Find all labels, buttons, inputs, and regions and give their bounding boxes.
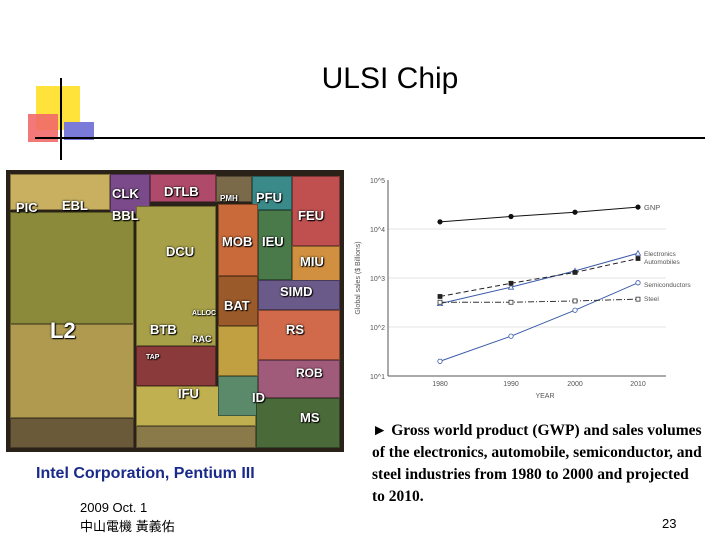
die-block [10, 418, 134, 448]
chart-legend-automobiles: Automobiles [644, 259, 681, 266]
die-label: MIU [300, 254, 324, 269]
die-label: L2 [50, 318, 76, 343]
die-label: MOB [222, 234, 253, 249]
chart-point-automobiles [635, 256, 641, 261]
die-block [216, 176, 252, 202]
die-block [292, 246, 340, 286]
die-block [258, 280, 340, 310]
die-label: PMH [220, 194, 238, 203]
chart-point-semiconductors [635, 280, 641, 286]
chart-series-line-electronics [439, 252, 639, 305]
die-label: FEU [298, 208, 324, 223]
chart-legend-semiconductors: Semiconductors [644, 282, 691, 289]
chart-x-tick-label: 2010 [630, 381, 646, 388]
chart-series-line-semiconductors [439, 282, 639, 362]
page-number: 23 [662, 516, 677, 531]
chart-series-line-steel [440, 298, 639, 303]
corner-blue-square [64, 122, 94, 140]
die-label: MS [300, 410, 320, 425]
sales-chart: 10^1 10^2 10^3 10^4 10^5 1980 1990 2000 … [355, 178, 691, 400]
slide-date: 2009 Oct. 1 [80, 500, 148, 515]
chart-y-tick-label: 10^5 [370, 178, 385, 185]
die-block [136, 346, 216, 386]
die-block [252, 176, 292, 210]
chart-series-line-automobiles [439, 258, 639, 297]
chart-series-group [436, 204, 642, 364]
die-label: IEU [262, 234, 284, 249]
corner-vertical-line [60, 78, 62, 160]
chart-point-semiconductors [437, 358, 443, 364]
chart-point-automobiles [508, 280, 514, 286]
chart-description: ► Gross world product (GWP) and sales vo… [372, 422, 702, 505]
die-block [10, 174, 110, 210]
die-label: CLK [112, 186, 139, 201]
die-block [218, 204, 258, 276]
chart-legend-gnp: GNP [644, 203, 660, 212]
title-divider [35, 137, 705, 139]
die-label: PFU [256, 190, 282, 205]
chart-x-tick-label: 1990 [503, 381, 519, 388]
die-block [136, 206, 216, 346]
chart-grid [388, 228, 666, 328]
die-block [218, 326, 258, 376]
chart-point-automobiles [572, 270, 578, 275]
chart-y-axis-label: Global sales ($ Billions) [355, 241, 362, 314]
die-photo-caption: Intel Corporation, Pentium III [36, 465, 255, 482]
die-label: SIMD [280, 284, 313, 299]
chart-x-tick-label: 2000 [567, 381, 583, 388]
die-block [258, 210, 292, 280]
chart-point-gnp [508, 213, 514, 220]
chart-y-tick-label: 10^3 [370, 276, 385, 283]
chart-series-line-gnp [439, 206, 639, 223]
die-label: ID [252, 390, 265, 405]
chart-point-steel [572, 298, 578, 304]
die-block [136, 426, 256, 448]
chart-point-gnp [437, 219, 443, 225]
die-label: ALLOC [192, 310, 217, 317]
die-label: PIC [16, 200, 38, 215]
slide-author: 中山電機 黃義佑 [80, 519, 175, 534]
chart-point-steel [635, 296, 641, 302]
chart-point-electronics [634, 249, 642, 256]
die-label: BTB [150, 322, 177, 337]
die-label: BBL [112, 208, 139, 223]
chart-point-semiconductors [572, 307, 578, 313]
die-block [258, 310, 340, 360]
chart-y-tick-label: 10^1 [370, 374, 385, 381]
chart-point-automobiles [437, 294, 443, 299]
chart-point-semiconductors [508, 333, 514, 339]
pentium-iii-die-photo: PIC EBL CLK DTLB PMH PFU BBL FEU DCU MOB… [6, 170, 344, 452]
die-label: DCU [166, 244, 195, 259]
die-block [292, 176, 340, 246]
die-block [256, 398, 340, 448]
chart-y-tick-label: 10^2 [370, 325, 385, 332]
chart-point-gnp [635, 204, 641, 210]
slide-title: ULSI Chip [321, 62, 459, 95]
die-block [258, 360, 340, 398]
die-label: EBL [62, 198, 88, 213]
chart-legend-electronics: Electronics [644, 251, 677, 258]
chart-x-axis-label: YEAR [535, 393, 554, 400]
die-label: IFU [178, 386, 199, 401]
die-block [150, 174, 216, 202]
chart-point-steel [508, 299, 514, 305]
chart-point-electronics [507, 283, 515, 290]
die-label: RS [286, 322, 305, 337]
die-block [10, 324, 134, 418]
die-block [218, 376, 258, 416]
die-label: ROB [296, 366, 323, 380]
die-label: DTLB [164, 184, 199, 199]
chart-point-gnp [572, 209, 578, 215]
chart-y-tick-label: 10^4 [370, 227, 385, 234]
chart-legend-steel: Steel [644, 296, 659, 303]
chart-point-steel [437, 299, 443, 305]
die-block [218, 276, 258, 326]
die-block [10, 212, 134, 324]
chart-x-tick-label: 1980 [432, 381, 448, 388]
die-label: TAP [146, 354, 160, 361]
die-label: RAC [192, 334, 212, 344]
die-label: BAT [224, 298, 250, 313]
